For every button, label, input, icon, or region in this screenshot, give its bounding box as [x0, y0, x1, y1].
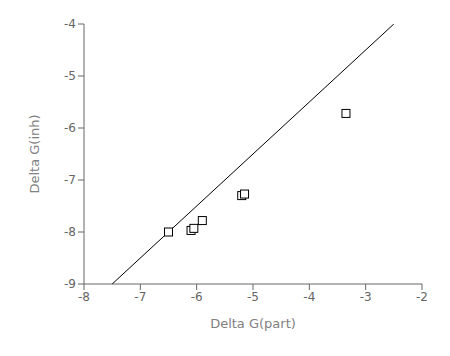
- svg-text:-8: -8: [78, 290, 90, 304]
- svg-text:-6: -6: [64, 121, 76, 135]
- svg-text:-4: -4: [303, 290, 315, 304]
- svg-text:-7: -7: [64, 173, 76, 187]
- svg-text:-5: -5: [64, 69, 76, 83]
- svg-text:-2: -2: [416, 290, 428, 304]
- svg-text:-4: -4: [64, 17, 76, 31]
- svg-text:-3: -3: [360, 290, 372, 304]
- svg-text:-8: -8: [64, 225, 76, 239]
- svg-text:-7: -7: [134, 290, 146, 304]
- svg-text:Delta G(part): Delta G(part): [210, 316, 296, 331]
- svg-text:-6: -6: [191, 290, 203, 304]
- svg-text:-5: -5: [247, 290, 259, 304]
- svg-text:-9: -9: [64, 277, 76, 291]
- svg-text:Delta G(inh): Delta G(inh): [27, 114, 42, 193]
